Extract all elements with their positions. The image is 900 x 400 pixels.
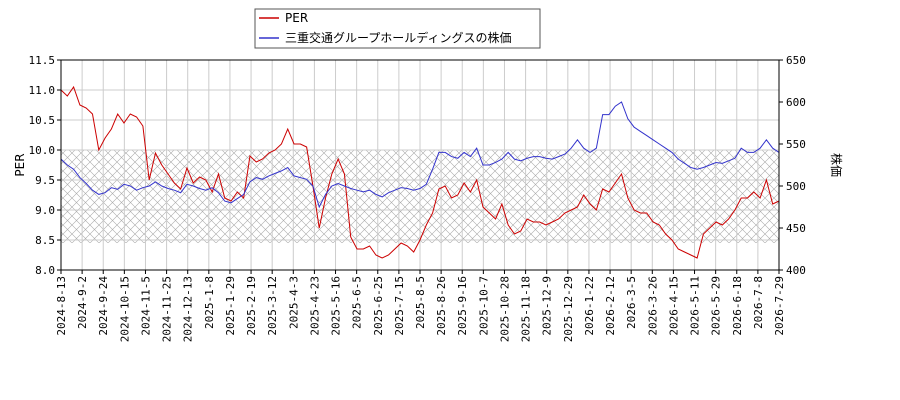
x-tick-label: 2026-5-11	[689, 276, 702, 336]
y-left-tick-label: 10.0	[29, 144, 56, 157]
x-tick-label: 2025-1-8	[203, 276, 216, 329]
legend: PER 三重交通グループホールディングスの株価	[254, 8, 541, 49]
y-right-tick-label: 500	[786, 180, 806, 193]
y-right-tick-label: 400	[786, 264, 806, 277]
x-tick-label: 2025-6-25	[372, 276, 385, 336]
x-tick-label: 2026-5-29	[710, 276, 723, 336]
x-tick-label: 2025-1-29	[224, 276, 237, 336]
y-left-tick-label: 10.5	[29, 114, 56, 127]
y-right-axis: 400 450 500 550 600 650	[779, 54, 806, 277]
y-right-tick-label: 450	[786, 222, 806, 235]
x-tick-label: 2026-4-15	[667, 276, 680, 336]
legend-label-per: PER	[285, 11, 308, 25]
legend-label-price: 三重交通グループホールディングスの株価	[285, 30, 511, 45]
x-tick-label: 2025-4-3	[287, 276, 300, 329]
y-left-tick-label: 8.0	[35, 264, 55, 277]
x-axis: 2024-8-13 2024-9-2 2024-9-24 2024-10-15 2024…	[55, 270, 786, 342]
series-line-per	[60, 85, 780, 259]
y-right-tick-label: 650	[786, 54, 806, 67]
y-left-tick-label: 9.5	[35, 174, 55, 187]
x-tick-label: 2025-12-9	[541, 276, 554, 336]
x-tick-label: 2024-9-24	[97, 276, 110, 336]
x-tick-label: 2025-2-19	[245, 276, 258, 336]
series-line-stock-price	[60, 101, 780, 209]
x-tick-label: 2025-11-18	[520, 276, 533, 342]
x-tick-label: 2025-5-16	[330, 276, 343, 336]
legend-box	[254, 8, 541, 49]
x-tick-label: 2024-12-13	[182, 276, 195, 342]
x-tick-label: 2025-3-12	[266, 276, 279, 336]
x-tick-label: 2024-8-13	[55, 276, 68, 336]
x-tick-label: 2025-12-29	[562, 276, 575, 342]
x-tick-label: 2026-3-5	[625, 276, 638, 329]
x-tick-label: 2026-7-8	[752, 276, 765, 329]
y-left-tick-label: 9.0	[35, 204, 55, 217]
x-tick-label: 2026-6-18	[731, 276, 744, 336]
x-tick-label: 2026-3-26	[646, 276, 659, 336]
x-tick-label: 2025-8-26	[435, 276, 448, 336]
x-tick-label: 2025-9-16	[456, 276, 469, 336]
x-tick-label: 2024-9-2	[76, 276, 89, 329]
y-left-axis-label: PER	[13, 153, 27, 176]
x-tick-label: 2025-10-7	[477, 276, 490, 336]
y-right-tick-label: 600	[786, 96, 806, 109]
y-left-axis: 8.0 8.5 9.0 9.5 10.0 10.5 11.0 11.5	[29, 54, 61, 277]
y-left-tick-label: 11.0	[29, 84, 56, 97]
y-left-tick-label: 11.5	[29, 54, 56, 67]
x-tick-label: 2026-2-12	[604, 276, 617, 336]
y-right-axis-label: 株価	[829, 153, 844, 177]
y-left-tick-label: 8.5	[35, 234, 55, 247]
x-tick-label: 2026-7-29	[773, 276, 786, 336]
x-tick-label: 2024-11-25	[161, 276, 174, 342]
y-right-tick-label: 550	[786, 138, 806, 151]
x-tick-label: 2025-6-5	[351, 276, 364, 329]
x-tick-label: 2026-1-22	[583, 276, 596, 336]
x-tick-label: 2025-4-23	[308, 276, 321, 336]
x-tick-label: 2025-7-15	[393, 276, 406, 336]
series-layer	[60, 85, 780, 259]
x-tick-label: 2024-11-5	[139, 276, 152, 336]
x-tick-label: 2025-10-28	[498, 276, 511, 342]
x-tick-label: 2024-10-15	[118, 276, 131, 342]
x-tick-label: 2025-8-5	[414, 276, 427, 329]
